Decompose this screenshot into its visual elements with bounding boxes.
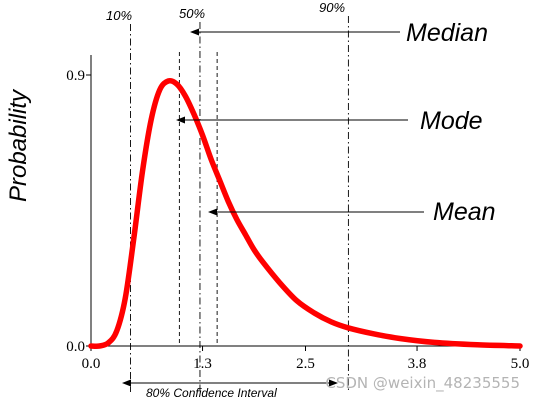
median-arrow — [190, 28, 400, 36]
confidence-interval-arrow — [122, 379, 338, 387]
confidence-interval-label: 80% Confidence Interval — [146, 386, 277, 400]
mode-arrow — [176, 116, 408, 124]
x-tick-label: 1.3 — [193, 356, 212, 372]
watermark: CSDN @weixin_48235555 — [325, 374, 520, 393]
probability-curve — [88, 77, 523, 349]
y-axis-label: Probability — [5, 88, 32, 202]
mean-label: Mean — [433, 198, 496, 226]
percentile-90-label: 90% — [319, 0, 345, 15]
y-ticks: 0.0 0.9 — [66, 68, 91, 355]
y-tick-label: 0.9 — [66, 68, 85, 84]
x-ticks: 0.0 1.3 2.5 3.8 5.0 — [82, 346, 530, 372]
percentile-50-label: 50% — [179, 6, 205, 21]
mode-label: Mode — [420, 107, 483, 135]
x-tick-label: 5.0 — [511, 356, 530, 372]
y-tick-label: 0.0 — [66, 339, 85, 355]
guide-lines — [130, 16, 349, 392]
x-tick-label: 2.5 — [296, 356, 315, 372]
x-tick-label: 0.0 — [82, 356, 101, 372]
percentile-10-label: 10% — [106, 8, 132, 23]
mean-arrow — [208, 208, 424, 216]
x-tick-label: 3.8 — [408, 356, 427, 372]
median-label: Median — [406, 19, 488, 47]
